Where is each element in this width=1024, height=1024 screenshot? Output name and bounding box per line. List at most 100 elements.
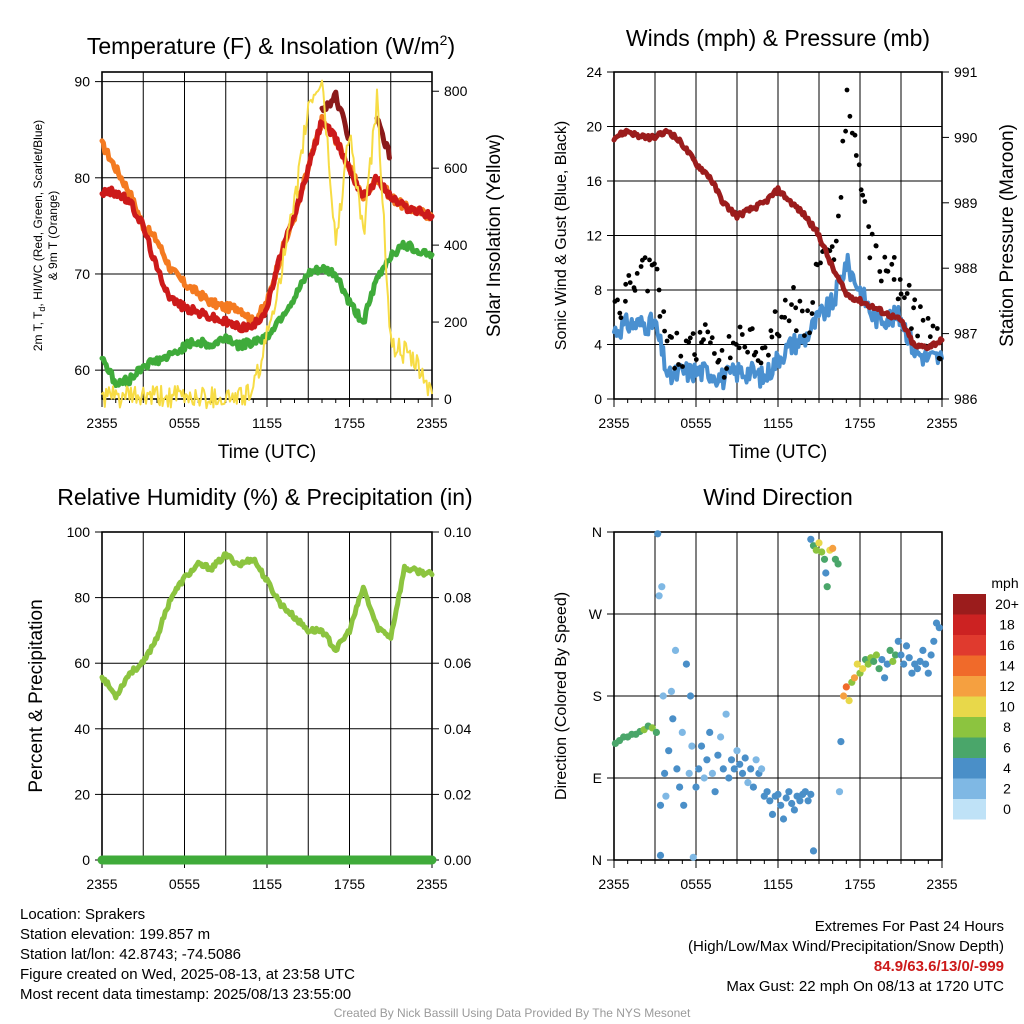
direction-point bbox=[840, 692, 848, 700]
direction-point bbox=[678, 728, 686, 737]
y-tick-label: 4 bbox=[594, 337, 602, 353]
gust-point bbox=[736, 345, 742, 351]
y-axis-label: Sonic Wind & Gust (Blue, Black) bbox=[553, 121, 570, 350]
gust-point bbox=[721, 375, 727, 380]
winds-panel: Winds (mph) & Pressure (mb) 2355 0555 1155 1… bbox=[553, 25, 1018, 463]
series-line-5 bbox=[101, 79, 433, 410]
gust-point bbox=[709, 335, 715, 341]
direction-point bbox=[741, 754, 749, 762]
direction-point bbox=[804, 797, 812, 805]
x-tick-label: 0555 bbox=[169, 415, 200, 431]
gust-point bbox=[829, 244, 835, 250]
y-axis-label: 2m T, Td, HI/WC (Red, Green, Scarlet/Blu… bbox=[31, 120, 47, 351]
gust-point bbox=[789, 302, 794, 307]
gust-point bbox=[862, 199, 868, 204]
y-right-tick-label: 0.00 bbox=[444, 852, 471, 868]
gust-point bbox=[934, 326, 940, 331]
series-line-2 bbox=[99, 119, 435, 334]
legend-swatch bbox=[953, 799, 986, 820]
gust-point bbox=[680, 364, 685, 369]
direction-point bbox=[927, 651, 935, 659]
gust-point bbox=[793, 328, 799, 334]
figure-created: Figure created on Wed, 2025-08-13, at 23… bbox=[20, 966, 355, 983]
direction-point bbox=[822, 569, 830, 577]
gust-point bbox=[645, 288, 650, 294]
y-right-tick-label: 987 bbox=[954, 326, 978, 342]
direction-point bbox=[774, 790, 782, 799]
gust-point bbox=[618, 315, 624, 321]
y-tick-label: E bbox=[593, 770, 602, 786]
direction-point bbox=[842, 683, 850, 691]
direction-point bbox=[889, 657, 897, 666]
gust-point bbox=[889, 261, 895, 267]
direction-point bbox=[662, 792, 670, 800]
direction-point bbox=[749, 783, 758, 791]
direction-point bbox=[908, 669, 916, 677]
legend-swatch bbox=[953, 614, 986, 635]
x-tick-label: 2355 bbox=[598, 415, 629, 431]
humidity-line bbox=[99, 551, 435, 701]
direction-point bbox=[667, 687, 676, 696]
direction-point bbox=[669, 715, 677, 723]
direction-point bbox=[719, 765, 727, 773]
title-close: ) bbox=[447, 33, 455, 59]
direction-point bbox=[815, 539, 823, 547]
gust-point bbox=[882, 254, 888, 260]
direction-point bbox=[686, 692, 695, 700]
plot-frame bbox=[101, 71, 433, 400]
y-tick-label: 20 bbox=[74, 786, 90, 802]
direction-point bbox=[763, 788, 771, 796]
gust-point bbox=[692, 352, 697, 357]
humidity-panel: Relative Humidity (%) & Precipitation (i… bbox=[26, 484, 473, 892]
gust-point bbox=[897, 277, 903, 282]
direction-point bbox=[733, 747, 741, 755]
direction-point bbox=[661, 769, 669, 778]
gust-point bbox=[686, 339, 692, 345]
plot-frame bbox=[613, 531, 943, 861]
gust-point bbox=[661, 309, 667, 314]
gust-point bbox=[768, 328, 774, 334]
y-tick-label: 0 bbox=[594, 391, 602, 407]
x-tick-label: 1755 bbox=[844, 415, 875, 431]
gust-point bbox=[909, 326, 914, 331]
legend-swatch bbox=[953, 758, 986, 779]
y-tick-label: 60 bbox=[74, 362, 90, 378]
legend-swatch bbox=[953, 778, 986, 799]
extremes-title: Extremes For Past 24 Hours bbox=[814, 918, 1004, 935]
gust-point bbox=[860, 192, 866, 198]
direction-point bbox=[796, 797, 804, 805]
direction-point bbox=[930, 637, 938, 645]
chart-title: Relative Humidity (%) & Precipitation (i… bbox=[57, 484, 472, 510]
direction-point bbox=[725, 774, 733, 782]
gust-point bbox=[782, 315, 788, 320]
x-tick-label: 2355 bbox=[86, 876, 117, 892]
y-tick-label: 0 bbox=[82, 852, 90, 868]
gust-point bbox=[869, 231, 875, 237]
direction-point bbox=[685, 769, 693, 778]
y-axis-label-part: , HI/WC (Red, Green, Scarlet/Blue) bbox=[31, 120, 45, 307]
y-right-tick-label: 0 bbox=[444, 391, 452, 407]
gust-point bbox=[739, 332, 745, 337]
gust-point bbox=[642, 255, 648, 261]
max-gust: Max Gust: 22 mph On 08/13 at 1720 UTC bbox=[726, 978, 1004, 995]
extremes-panel: Extremes For Past 24 Hours (High/Low/Max… bbox=[688, 917, 1004, 997]
y-axis-label-part: 2m T, T bbox=[31, 311, 45, 351]
y-axis-label: Percent & Precipitation bbox=[26, 599, 47, 792]
direction-point bbox=[809, 847, 818, 855]
x-tick-label: 2355 bbox=[598, 876, 629, 892]
legend-swatch bbox=[953, 696, 986, 717]
chart-title: Winds (mph) & Pressure (mb) bbox=[626, 25, 930, 51]
x-tick-label: 2355 bbox=[86, 415, 117, 431]
direction-point bbox=[807, 535, 815, 543]
y-right-tick-label: 990 bbox=[954, 129, 978, 145]
gust-point bbox=[904, 291, 910, 296]
direction-point bbox=[730, 765, 738, 773]
gust-point bbox=[634, 271, 640, 276]
title-superscript: 2 bbox=[440, 32, 448, 48]
gust-point bbox=[749, 326, 755, 332]
gust-point bbox=[867, 255, 873, 261]
direction-point bbox=[902, 642, 911, 650]
legend-swatch bbox=[953, 737, 986, 758]
gust-point bbox=[866, 224, 872, 230]
legend-label: 16 bbox=[999, 637, 1015, 653]
